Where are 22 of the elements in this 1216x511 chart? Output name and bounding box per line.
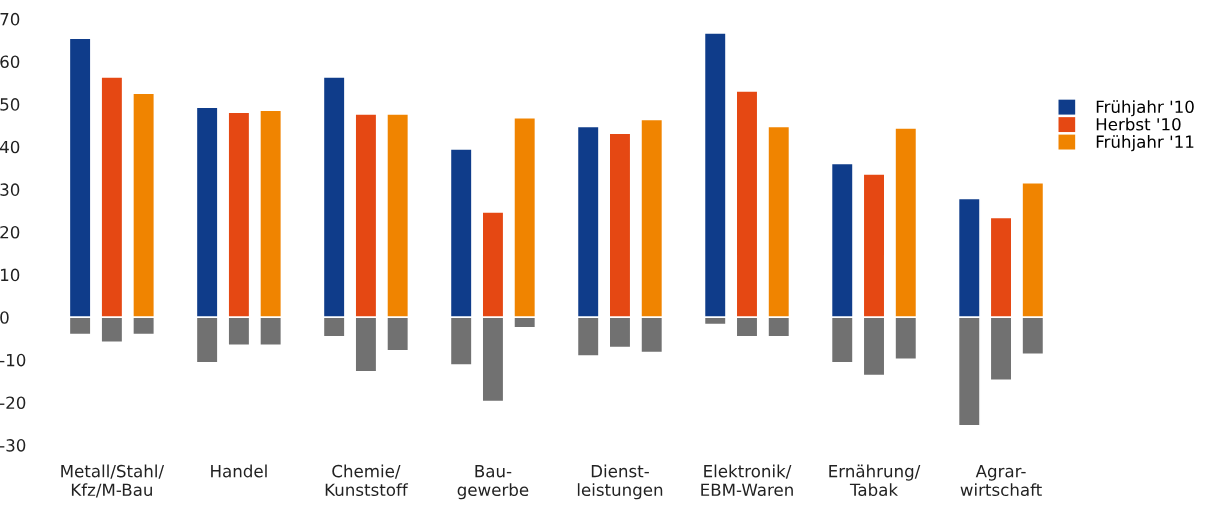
x-tick-label: Bau- gewerbe bbox=[457, 465, 529, 500]
y-tick-label: 70 bbox=[0, 12, 20, 26]
x-tick-label: Elektronik/ EBM-Waren bbox=[701, 464, 793, 497]
legend-label: Herbst '10 bbox=[1096, 117, 1181, 131]
y-tick-label: 40 bbox=[0, 140, 20, 154]
legend-label: Frühjahr '11 bbox=[1096, 135, 1194, 152]
y-tick-label: 50 bbox=[0, 98, 20, 111]
y-tick-label: 60 bbox=[0, 55, 20, 69]
x-tick-label: Ernährung/ Tabak bbox=[829, 464, 921, 497]
x-tick-label: Agrar- wirtschaft bbox=[960, 465, 1042, 497]
y-tick-label: 30 bbox=[0, 183, 20, 196]
x-tick-label: Metall/Stahl/ Kfz/M-Bau bbox=[61, 464, 165, 498]
y-tick-label: -30 bbox=[0, 439, 26, 452]
x-tick-label: Chemie/ Kunststoff bbox=[325, 464, 409, 497]
y-tick-label: -20 bbox=[0, 396, 26, 410]
x-tick-label: Handel bbox=[211, 464, 267, 478]
legend-label: Frühjahr '10 bbox=[1096, 100, 1194, 117]
y-tick-label: 0 bbox=[0, 311, 9, 324]
y-tick-label: 20 bbox=[0, 225, 20, 239]
y-tick-label: -10 bbox=[0, 353, 26, 367]
x-tick-label: Dienst- leistungen bbox=[577, 464, 663, 500]
y-tick-label: 10 bbox=[1, 268, 20, 282]
